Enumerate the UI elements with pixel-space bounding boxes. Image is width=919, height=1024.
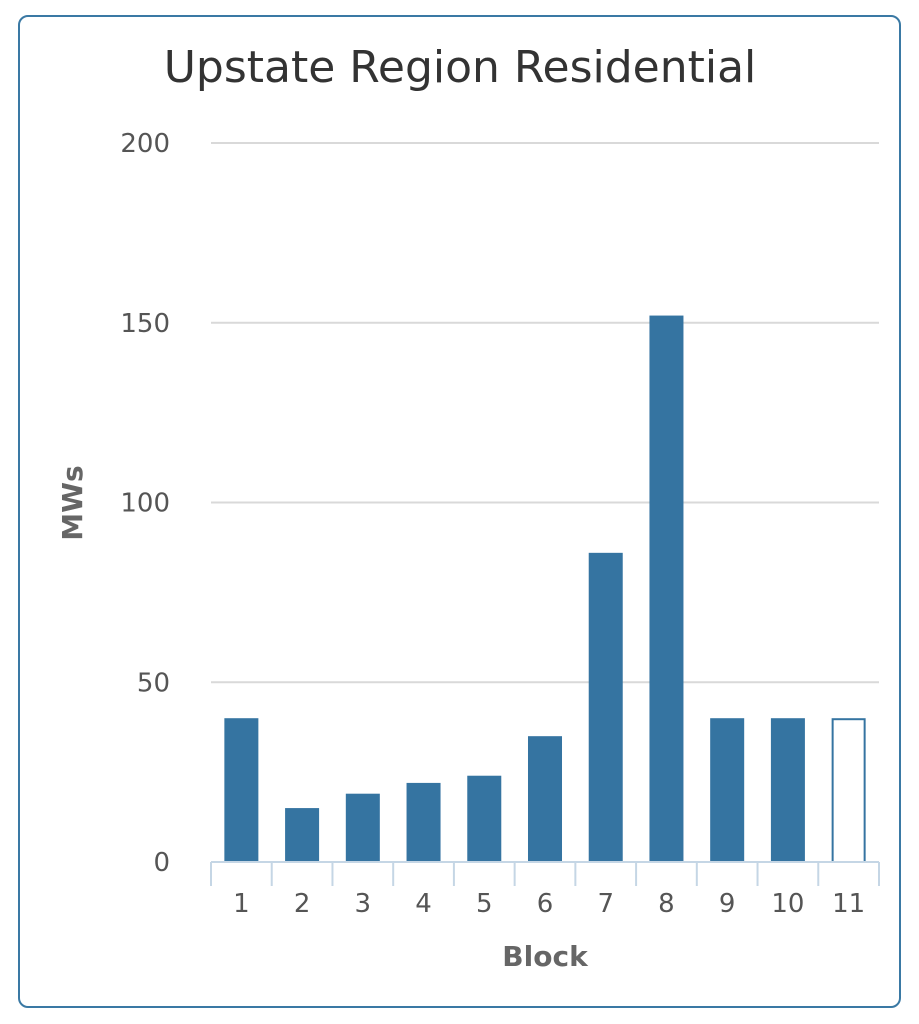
bar-block-9 [710, 718, 745, 862]
bar-block-4 [406, 782, 441, 862]
x-tick-label: 8 [658, 889, 675, 919]
y-tick-label: 50 [137, 668, 170, 698]
x-tick-label: 9 [719, 889, 736, 919]
gridlines [211, 142, 879, 684]
y-axis-label: MWs [56, 465, 89, 540]
y-tick-label: 100 [120, 489, 170, 519]
x-tick-label: 4 [415, 889, 432, 919]
bar-block-6 [527, 736, 563, 862]
x-tick-label: 1 [233, 889, 250, 919]
y-tick-label: 150 [120, 309, 170, 339]
x-tick-label: 10 [771, 889, 804, 919]
x-tick-label: 11 [832, 889, 865, 919]
x-tick-label: 7 [597, 889, 614, 919]
x-tick-label: 5 [476, 889, 493, 919]
bar-block-7 [588, 552, 623, 862]
y-axis-ticks: 0 50 100 150 200 [120, 129, 170, 878]
chart-title: Upstate Region Residential [164, 42, 757, 93]
bar-block-1 [224, 718, 259, 862]
x-axis-label: Block [502, 940, 589, 973]
bar-block-10 [770, 718, 805, 862]
x-tick-label: 3 [355, 889, 372, 919]
bar-block-8 [649, 315, 684, 862]
x-tick-label: 2 [294, 889, 311, 919]
bar-block-2 [285, 808, 320, 862]
bar-block-3 [345, 793, 380, 862]
bar-block-11 [831, 718, 866, 864]
x-tick-label: 6 [537, 889, 554, 919]
chart-card [18, 15, 901, 1008]
x-axis: 1 2 3 4 5 6 7 8 9 10 11 [210, 861, 880, 919]
y-tick-label: 0 [153, 848, 170, 878]
bar-block-5 [467, 775, 502, 862]
bars [224, 315, 866, 864]
y-tick-label: 200 [120, 129, 170, 159]
